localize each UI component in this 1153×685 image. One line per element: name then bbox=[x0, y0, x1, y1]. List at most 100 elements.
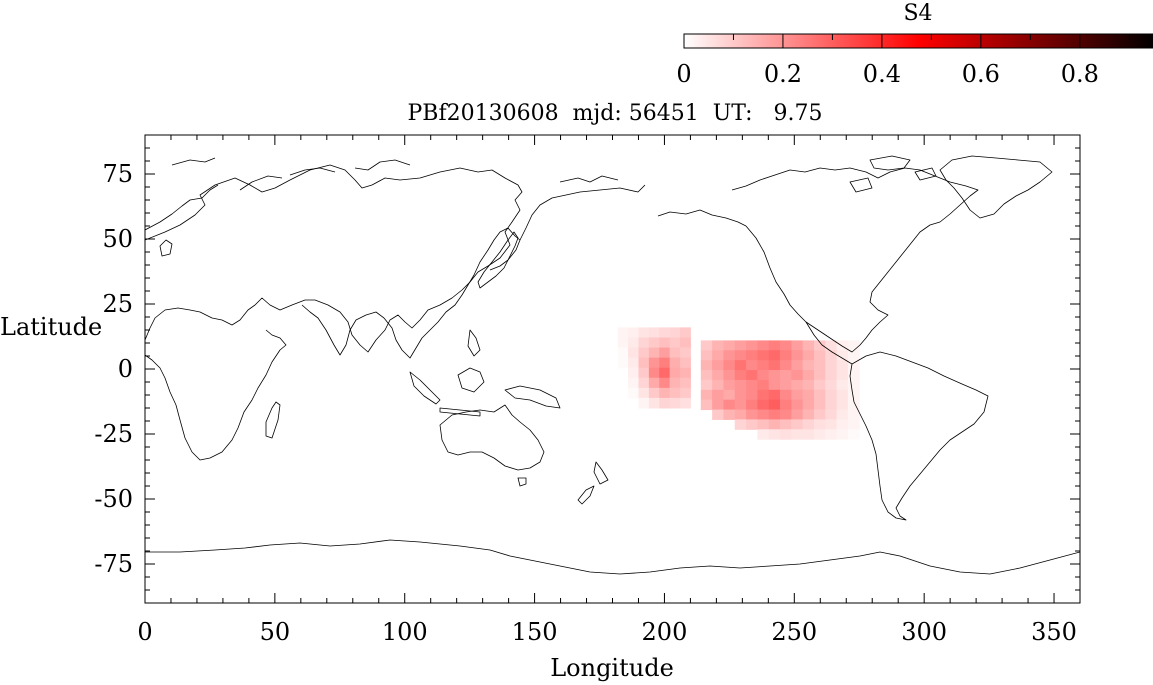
colorbar-tick-label: 0.6 bbox=[962, 60, 1000, 88]
heatmap-cell bbox=[712, 360, 724, 371]
heatmap-cell bbox=[659, 347, 671, 359]
heatmap-cell bbox=[847, 419, 860, 430]
heatmap-cell bbox=[723, 399, 736, 411]
heatmap-cell bbox=[659, 337, 671, 349]
heatmap-cell bbox=[813, 429, 826, 440]
x-axis-label: Longitude bbox=[550, 654, 674, 682]
heatmap-cell bbox=[757, 389, 770, 401]
heatmap-cell bbox=[791, 399, 804, 411]
heatmap-cell bbox=[734, 340, 747, 351]
chart-title: PBf20130608 mjd: 56451 UT: 9.75 bbox=[407, 101, 822, 126]
heatmap-cell bbox=[712, 379, 724, 391]
heatmap-cell bbox=[712, 340, 724, 351]
heatmap-cell bbox=[648, 347, 660, 359]
heatmap-cell bbox=[638, 327, 650, 338]
heatmap-cell bbox=[791, 350, 804, 361]
heatmap-cell bbox=[638, 367, 650, 379]
heatmap-cell bbox=[628, 347, 639, 359]
heatmap-cell bbox=[617, 327, 629, 338]
heatmap-cell bbox=[669, 357, 681, 369]
heatmap-cell bbox=[757, 409, 770, 420]
heatmap-cell bbox=[669, 337, 681, 349]
heatmap-cell bbox=[757, 360, 770, 371]
heatmap-cell bbox=[680, 347, 691, 359]
heatmap-cell bbox=[648, 367, 660, 379]
coast-africa-europe bbox=[145, 164, 523, 353]
heatmap-cell bbox=[617, 357, 629, 369]
heatmap-cell bbox=[813, 340, 826, 351]
heatmap-cell bbox=[712, 399, 724, 411]
heatmap-cell bbox=[723, 370, 736, 381]
heatmap-cell bbox=[836, 409, 849, 420]
heatmap-cell bbox=[659, 377, 671, 389]
coast-tasmania bbox=[517, 477, 527, 487]
heatmap-cell bbox=[802, 409, 815, 420]
heatmap-cell bbox=[712, 389, 724, 401]
coast-alaska bbox=[657, 209, 747, 227]
heatmap-cell bbox=[813, 399, 826, 411]
heatmap-cell bbox=[780, 429, 792, 440]
heatmap-cell bbox=[680, 377, 691, 389]
heatmap-cell bbox=[768, 399, 781, 411]
colorbar-gradient bbox=[683, 33, 1153, 49]
heatmap-cell bbox=[628, 367, 639, 379]
colorbar-tick-label: 0 bbox=[676, 60, 691, 88]
heatmap-cell bbox=[802, 340, 815, 351]
heatmap-cell bbox=[836, 429, 849, 440]
heatmap-cell bbox=[617, 347, 629, 359]
heatmap-cell bbox=[836, 370, 849, 381]
heatmap-cell bbox=[780, 419, 792, 430]
y-axis-label: Latitude bbox=[0, 313, 102, 341]
heatmap-cell bbox=[746, 350, 758, 361]
heatmap-cell bbox=[723, 350, 736, 361]
coast-new-zealand bbox=[577, 461, 609, 505]
heatmap-cell bbox=[659, 327, 671, 338]
heatmap-cell bbox=[700, 360, 713, 371]
heatmap-cell bbox=[780, 340, 792, 351]
heatmap-cell bbox=[768, 409, 781, 420]
heatmap-cell bbox=[723, 360, 736, 371]
heatmap-cell bbox=[700, 340, 713, 351]
heatmap-cell bbox=[802, 360, 815, 371]
heatmap-cell bbox=[638, 397, 650, 409]
heatmap-cell bbox=[813, 360, 826, 371]
heatmap-cell bbox=[757, 350, 770, 361]
heatmap-cell bbox=[659, 367, 671, 379]
heatmap-cell bbox=[638, 347, 650, 359]
heatmap-cell bbox=[813, 379, 826, 391]
heatmap-cell bbox=[813, 419, 826, 430]
y-tick-label: 75 bbox=[102, 160, 133, 188]
heatmap-cell bbox=[847, 360, 860, 371]
heatmap-cell bbox=[825, 429, 838, 440]
heatmap-cell bbox=[836, 419, 849, 430]
colorbar: S4 0 0.2 0.4 0.6 0.8 bbox=[676, 1, 1153, 88]
heatmap-cell bbox=[780, 360, 792, 371]
heatmap-cell bbox=[757, 429, 770, 440]
coast-ne-asia bbox=[519, 184, 646, 241]
heatmap-cell bbox=[791, 419, 804, 430]
coast-madagascar bbox=[265, 401, 281, 439]
heatmap-cell bbox=[813, 409, 826, 420]
heatmap-cell bbox=[659, 387, 671, 399]
heatmap-cell bbox=[723, 340, 736, 351]
coast-sumatra bbox=[409, 371, 441, 405]
y-tick-label: -75 bbox=[94, 550, 133, 578]
heatmap-cell bbox=[836, 360, 849, 371]
heatmap-cell bbox=[648, 337, 660, 349]
heatmap-cell bbox=[757, 399, 770, 411]
coast-arctic-asia bbox=[171, 157, 619, 191]
heatmap-cell bbox=[780, 399, 792, 411]
coast-africa-south bbox=[145, 329, 287, 461]
y-axis: 75 50 25 0 -25 -50 -75 bbox=[94, 147, 1080, 591]
heatmap-cell bbox=[802, 389, 815, 401]
heatmap-cell bbox=[680, 387, 691, 399]
coast-new-guinea bbox=[504, 385, 561, 409]
heatmap-cell bbox=[628, 327, 639, 338]
x-tick-label: 200 bbox=[642, 618, 688, 646]
heatmap-cell bbox=[757, 370, 770, 381]
coast-japan bbox=[477, 231, 519, 289]
heatmap-cell bbox=[791, 340, 804, 351]
heatmap-cell bbox=[802, 379, 815, 391]
heatmap-cell bbox=[757, 340, 770, 351]
